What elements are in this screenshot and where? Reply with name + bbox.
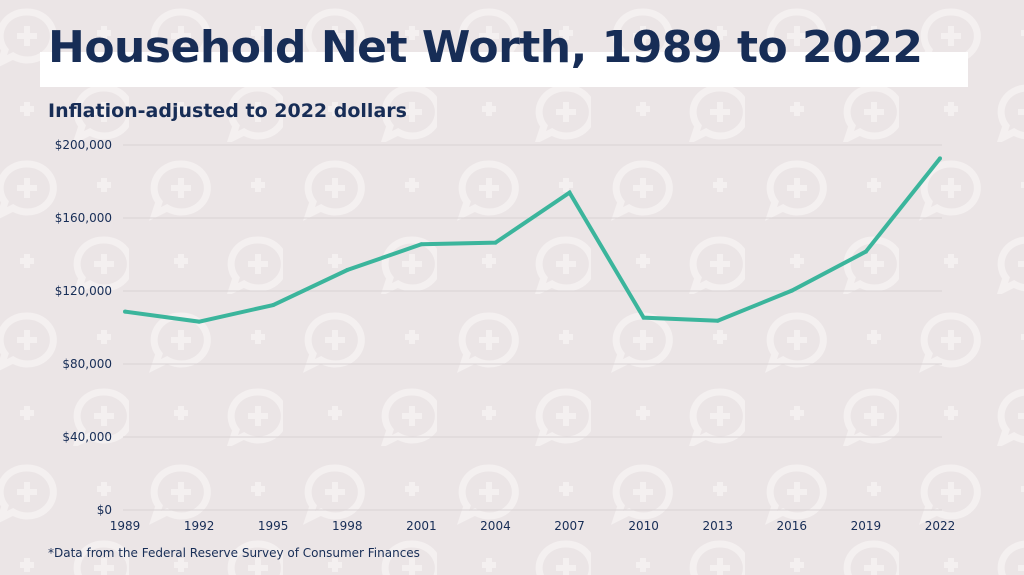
x-tick-label: 2001 — [406, 519, 437, 533]
data-point — [345, 268, 350, 273]
y-tick-label: $0 — [97, 503, 112, 517]
x-tick-label: 2013 — [702, 519, 733, 533]
data-point — [567, 190, 572, 195]
x-tick-label: 2007 — [554, 519, 585, 533]
footnote: *Data from the Federal Reserve Survey of… — [48, 546, 420, 560]
chart-subtitle: Inflation-adjusted to 2022 dollars — [48, 100, 407, 122]
y-tick-label: $200,000 — [55, 138, 112, 152]
data-point — [641, 315, 646, 320]
data-point — [715, 318, 720, 323]
data-point — [419, 242, 424, 247]
chart-title: Household Net Worth, 1989 to 2022 — [48, 22, 923, 73]
x-tick-label: 2019 — [851, 519, 882, 533]
x-tick-label: 2022 — [925, 519, 956, 533]
y-tick-label: $40,000 — [62, 430, 112, 444]
x-tick-label: 2010 — [628, 519, 659, 533]
data-point — [789, 288, 794, 293]
y-tick-label: $120,000 — [55, 284, 112, 298]
x-tick-label: 2004 — [480, 519, 511, 533]
x-tick-label: 1989 — [110, 519, 141, 533]
x-tick-label: 1995 — [258, 519, 289, 533]
x-tick-label: 1998 — [332, 519, 363, 533]
data-point — [493, 240, 498, 245]
data-point — [863, 249, 868, 254]
series-line — [124, 157, 942, 324]
data-point — [123, 309, 127, 314]
data-point — [271, 303, 276, 308]
data-point — [197, 319, 202, 324]
data-point — [938, 156, 942, 161]
title-highlight — [40, 52, 968, 87]
x-tick-label: 1992 — [184, 519, 215, 533]
y-tick-label: $160,000 — [55, 211, 112, 225]
y-tick-label: $80,000 — [62, 357, 112, 371]
x-tick-label: 2016 — [777, 519, 808, 533]
